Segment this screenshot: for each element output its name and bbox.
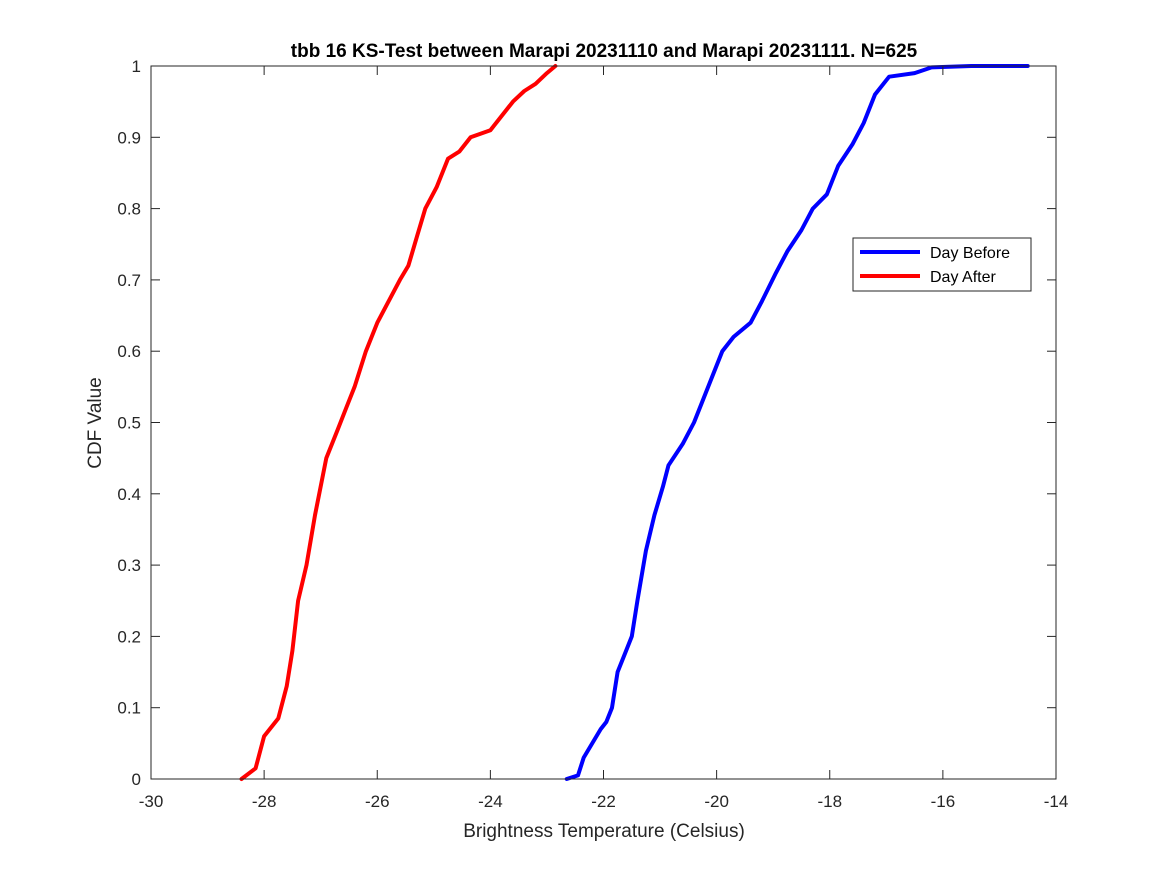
legend-label-day-after: Day After	[930, 269, 996, 286]
series-line-day-before	[564, 64, 1030, 781]
x-tick-label: -30	[139, 792, 164, 811]
x-tick-label: -14	[1044, 792, 1069, 811]
y-tick-label: 0.5	[117, 414, 141, 433]
ticks-layer: -30 -28 -26 -24 -22 -20 -18 -16 -14 0 0.1 0.2 0.3 0.4…	[117, 57, 1068, 811]
y-tick-label: 0.7	[117, 271, 141, 290]
series-layer	[239, 64, 1030, 781]
x-tick-label: -18	[817, 792, 842, 811]
y-tick-label: 1	[132, 57, 141, 76]
legend-label-day-before: Day Before	[930, 245, 1010, 262]
y-axis-label: CDF Value	[85, 377, 106, 469]
y-tick-label: 0.9	[117, 128, 141, 147]
legend: Day Before Day After	[852, 237, 1032, 292]
series-line-day-after	[239, 64, 558, 781]
x-tick-label: -26	[365, 792, 390, 811]
y-tick-label: 0.1	[117, 699, 141, 718]
y-tick-label: 0.6	[117, 342, 141, 361]
y-tick-label: 0.8	[117, 200, 141, 219]
y-tick-label: 0.2	[117, 627, 141, 646]
x-tick-label: -22	[591, 792, 616, 811]
x-tick-label: -24	[478, 792, 503, 811]
chart-title: tbb 16 KS-Test between Marapi 20231110 a…	[291, 41, 918, 62]
plot-area	[151, 66, 1056, 779]
x-axis-label: Brightness Temperature (Celsius)	[463, 821, 745, 842]
y-tick-label: 0	[132, 770, 141, 789]
plot-frame	[150, 65, 1057, 780]
legend-box	[852, 237, 1032, 292]
y-tick-label: 0.3	[117, 556, 141, 575]
x-tick-label: -28	[252, 792, 277, 811]
x-tick-label: -16	[931, 792, 956, 811]
x-tick-label: -20	[704, 792, 729, 811]
y-tick-label: 0.4	[117, 485, 141, 504]
